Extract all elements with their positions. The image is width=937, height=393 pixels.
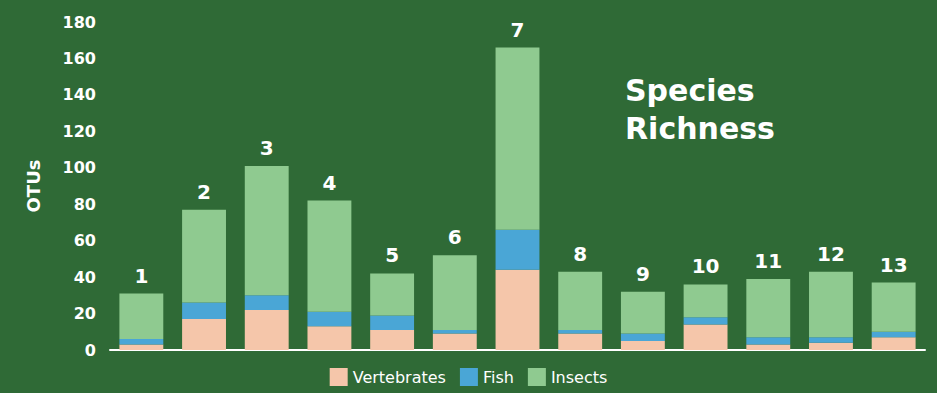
- svg-text:Richness: Richness: [625, 111, 775, 146]
- svg-text:Vertebrates: Vertebrates: [353, 368, 446, 387]
- svg-text:5: 5: [385, 243, 399, 267]
- svg-text:11: 11: [754, 249, 782, 273]
- svg-text:OTUs: OTUs: [23, 160, 44, 213]
- svg-text:100: 100: [63, 158, 96, 177]
- svg-text:13: 13: [880, 253, 908, 277]
- svg-text:0: 0: [85, 341, 96, 360]
- svg-text:8: 8: [573, 242, 587, 266]
- svg-text:120: 120: [63, 122, 96, 141]
- svg-text:60: 60: [74, 231, 96, 250]
- svg-text:20: 20: [74, 304, 96, 323]
- svg-text:6: 6: [448, 225, 462, 249]
- svg-text:10: 10: [692, 254, 720, 278]
- svg-text:1: 1: [134, 264, 148, 288]
- svg-text:3: 3: [260, 136, 274, 160]
- svg-text:80: 80: [74, 195, 96, 214]
- svg-text:Species: Species: [625, 73, 765, 108]
- svg-text:140: 140: [63, 85, 96, 104]
- svg-text:Fish: Fish: [483, 368, 514, 387]
- svg-text:Insects: Insects: [551, 368, 607, 387]
- svg-text:9: 9: [636, 262, 650, 286]
- svg-text:180: 180: [63, 13, 96, 32]
- svg-text:160: 160: [63, 49, 96, 68]
- svg-text:4: 4: [322, 171, 336, 195]
- svg-text:40: 40: [74, 268, 96, 287]
- svg-text:12: 12: [817, 242, 845, 266]
- svg-text:2: 2: [197, 180, 211, 204]
- svg-text:7: 7: [511, 18, 525, 42]
